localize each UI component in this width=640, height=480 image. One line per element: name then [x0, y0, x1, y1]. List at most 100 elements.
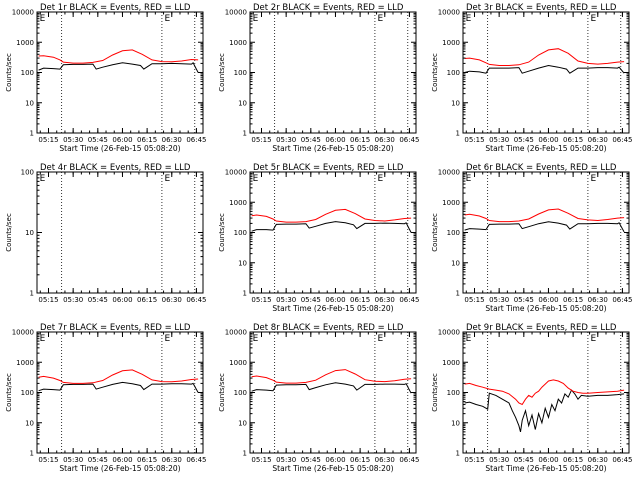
y-tick-label: 1000 [442, 199, 460, 207]
y-tick-label: 10 [25, 229, 34, 237]
y-tick-label: 100 [21, 69, 34, 77]
x-tick-label: 05:45 [301, 136, 321, 144]
x-tick-label: 05:30 [63, 296, 83, 304]
x-tick-label: 06:15 [137, 136, 157, 144]
events-series-line [251, 221, 412, 233]
y-tick-label: 10000 [225, 169, 247, 177]
x-tick-label: 06:15 [563, 456, 583, 464]
x-tick-label: 06:45 [612, 136, 632, 144]
x-tick-label: 05:15 [38, 456, 58, 464]
y-tick-label: 100 [234, 389, 247, 397]
x-tick-label: 05:45 [88, 296, 108, 304]
y-tick-label: 1000 [229, 39, 247, 47]
series-group [38, 49, 199, 73]
x-tick-label: 06:30 [375, 456, 395, 464]
y-tick-label: 10 [238, 99, 247, 107]
panel-title: Det 4r BLACK = Events, RED = LLD [40, 163, 191, 173]
y-tick-label: 10000 [225, 9, 247, 17]
y-axis-label: Counts/sec [218, 373, 226, 412]
y-tick-label: 10 [451, 99, 460, 107]
panel-title: Det 8r BLACK = Events, RED = LLD [253, 323, 404, 333]
x-tick-label: 06:30 [588, 456, 608, 464]
y-tick-label: 10000 [12, 329, 34, 337]
lld-series-line [38, 49, 199, 64]
annotation-label: E [378, 334, 384, 344]
annotation-label: E [253, 334, 259, 344]
x-tick-label: 06:45 [399, 456, 419, 464]
lld-series-line [38, 369, 199, 384]
y-tick-label: 1 [30, 290, 34, 298]
events-series-line [464, 64, 625, 74]
x-axis-label: Start Time (26-Feb-15 05:08:20) [485, 464, 606, 473]
panel-title: Det 9r BLACK = Events, RED = LLD [466, 323, 617, 333]
y-tick-label: 100 [21, 389, 34, 397]
x-tick-label: 06:00 [538, 456, 558, 464]
annotation-label: E [591, 334, 597, 344]
y-axis-label: Counts/sec [218, 53, 226, 92]
annotation-label: E [40, 14, 46, 24]
x-tick-label: 05:30 [63, 136, 83, 144]
events-series-line [38, 381, 199, 393]
x-tick-label: 06:15 [563, 296, 583, 304]
x-tick-label: 06:00 [112, 136, 132, 144]
x-tick-label: 05:30 [276, 136, 296, 144]
annotation-label: E [378, 174, 384, 184]
annotation-label: E [466, 334, 472, 344]
detector-panel-9: Det 9r BLACK = Events, RED = LLD 1 10 100 10… [431, 323, 633, 473]
y-tick-label: 1 [30, 450, 34, 458]
x-tick-label: 05:45 [301, 456, 321, 464]
x-tick-label: 06:00 [112, 296, 132, 304]
y-tick-label: 10 [25, 419, 34, 427]
x-tick-label: 06:45 [399, 296, 419, 304]
lld-series-line [251, 369, 412, 384]
y-tick-label: 10 [451, 259, 460, 267]
events-series-line [251, 382, 412, 394]
annotation-label: E [253, 174, 259, 184]
annotation-label: E [466, 174, 472, 184]
y-axis-label: Counts/sec [431, 213, 439, 252]
x-tick-label: 05:45 [514, 296, 534, 304]
y-tick-label: 10000 [438, 9, 460, 17]
x-axis-label: Start Time (26-Feb-15 05:08:20) [272, 304, 393, 313]
x-tick-label: 05:15 [464, 456, 484, 464]
y-tick-label: 1000 [229, 359, 247, 367]
x-tick-label: 06:15 [350, 296, 370, 304]
panel-title: Det 2r BLACK = Events, RED = LLD [253, 3, 404, 13]
x-axis-label: Start Time (26-Feb-15 05:08:20) [59, 464, 180, 473]
x-tick-label: 06:15 [563, 136, 583, 144]
x-tick-label: 06:45 [186, 296, 206, 304]
events-series-line [38, 62, 199, 73]
y-axis-label: Counts/sec [218, 213, 226, 252]
x-axis-label: Start Time (26-Feb-15 05:08:20) [272, 464, 393, 473]
y-tick-label: 1 [456, 130, 460, 138]
y-tick-label: 10000 [225, 329, 247, 337]
x-axis-label: Start Time (26-Feb-15 05:08:20) [59, 144, 180, 153]
panel-title: Det 7r BLACK = Events, RED = LLD [40, 323, 191, 333]
detector-panel-2: Det 2r BLACK = Events, RED = LLD 1 10 100 10… [218, 3, 420, 153]
lld-series-line [251, 208, 412, 223]
annotation-label: E [466, 14, 472, 24]
x-tick-label: 05:15 [464, 136, 484, 144]
y-tick-label: 1000 [16, 39, 34, 47]
x-tick-label: 05:15 [251, 296, 271, 304]
y-tick-label: 10 [238, 419, 247, 427]
detector-panel-5: Det 5r BLACK = Events, RED = LLD 1 10 100 10… [218, 163, 420, 313]
x-tick-label: 06:30 [588, 296, 608, 304]
x-tick-label: 06:30 [162, 456, 182, 464]
x-tick-label: 06:30 [375, 136, 395, 144]
series-group [251, 208, 412, 233]
x-tick-label: 05:45 [514, 456, 534, 464]
detector-panel-7: Det 7r BLACK = Events, RED = LLD 1 10 100 10… [5, 323, 207, 473]
y-tick-label: 100 [234, 229, 247, 237]
lld-series-line [464, 379, 625, 406]
y-tick-label: 100 [447, 229, 460, 237]
detector-panel-6: Det 6r BLACK = Events, RED = LLD 1 10 100 10… [431, 163, 633, 313]
y-axis-label: Counts/sec [5, 53, 13, 92]
x-tick-label: 05:15 [251, 136, 271, 144]
x-tick-label: 05:45 [301, 296, 321, 304]
annotation-label: E [591, 14, 597, 24]
y-tick-label: 100 [447, 389, 460, 397]
x-tick-label: 05:15 [38, 136, 58, 144]
x-tick-label: 06:30 [375, 296, 395, 304]
